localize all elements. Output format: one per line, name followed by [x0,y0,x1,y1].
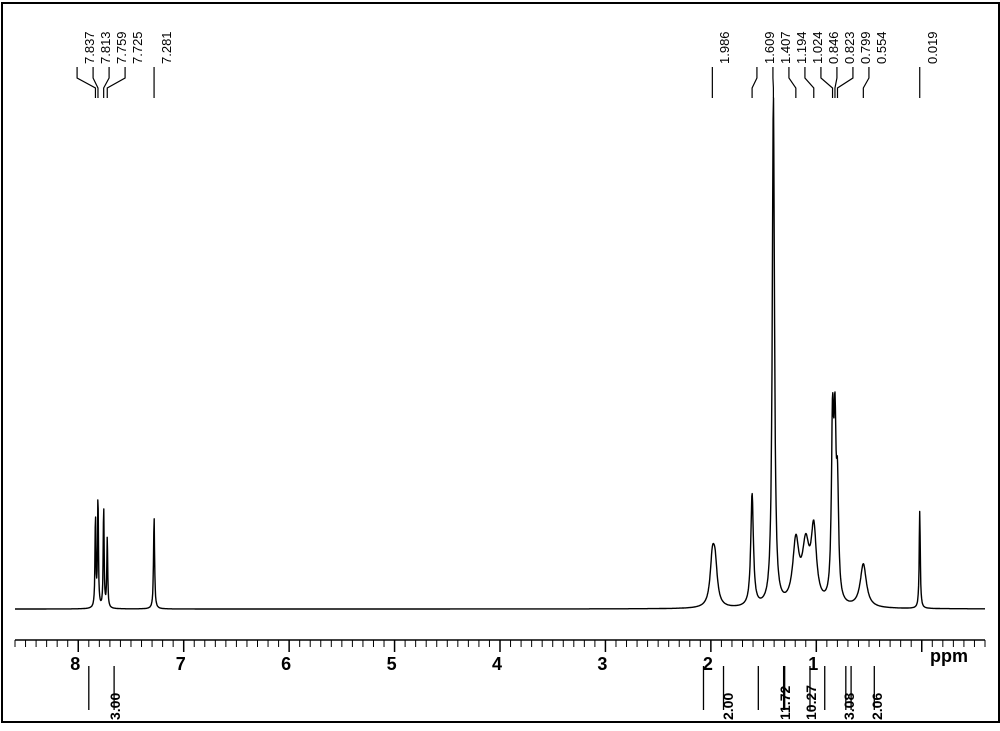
integral-value-label: 2.00 [720,693,736,720]
axis-tick-label: 4 [492,654,502,675]
nmr-spectrum-canvas [0,0,1000,731]
peak-ppm-label: 0.554 [874,31,889,64]
integral-value-label: 11.72 [777,686,793,720]
peak-ppm-label: 7.759 [114,31,129,64]
peak-ppm-label: 7.725 [130,31,145,64]
axis-tick-label: 3 [597,654,607,675]
axis-tick-label: 7 [176,654,186,675]
axis-tick-label: 1 [808,654,818,675]
peak-ppm-label: 7.837 [82,31,97,64]
integral-value-label: 3.08 [841,693,857,720]
peak-ppm-label: 0.823 [842,31,857,64]
peak-ppm-label: 7.813 [98,31,113,64]
peak-ppm-label: 1.609 [762,31,777,64]
peak-ppm-label: 1.024 [810,31,825,64]
peak-ppm-label: 1.986 [717,31,732,64]
peak-ppm-label: 0.019 [925,31,940,64]
peak-ppm-label: 7.281 [159,31,174,64]
integral-value-label: 10.27 [803,685,819,720]
peak-ppm-label: 1.194 [794,31,809,64]
peak-ppm-label: 1.407 [778,31,793,64]
axis-tick-label: 6 [281,654,291,675]
integral-value-label: 3.00 [107,693,123,720]
peak-ppm-label: 0.846 [826,31,841,64]
peak-ppm-label: 0.799 [858,31,873,64]
axis-tick-label: 5 [387,654,397,675]
axis-tick-label: 8 [70,654,80,675]
integral-value-label: 2.06 [869,693,885,720]
axis-label-ppm: ppm [930,646,968,667]
axis-tick-label: 2 [703,654,713,675]
